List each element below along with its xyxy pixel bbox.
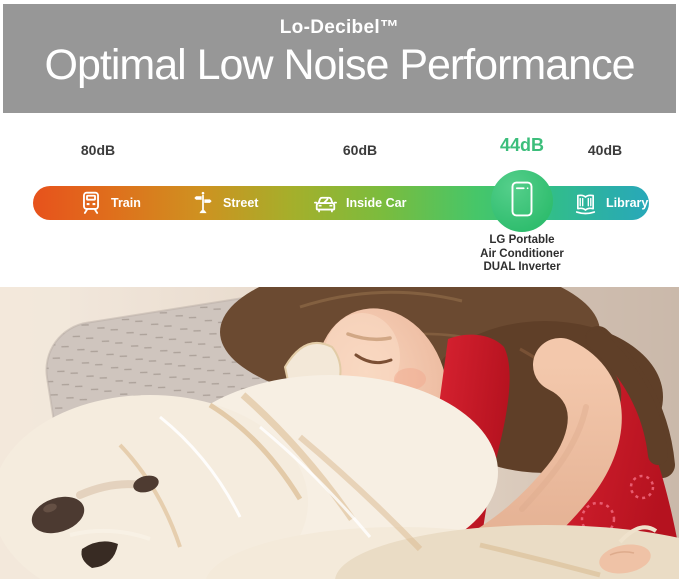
noise-scale-panel: 80dB 60dB 44dB 40dB Train xyxy=(0,113,679,287)
girl-hand xyxy=(599,544,651,574)
train-icon xyxy=(78,190,104,216)
ac-caption: LG Portable Air Conditioner DUAL Inverte… xyxy=(452,234,592,275)
portable-ac-icon xyxy=(509,180,535,223)
db-label-train: 80dB xyxy=(80,142,116,158)
scale-item-label: Library xyxy=(606,196,649,210)
ac-caption-line: LG Portable xyxy=(489,234,555,246)
scale-item-label: Train xyxy=(111,196,141,210)
noise-gradient-bar: Train Street xyxy=(33,186,649,220)
db-label-library: 40dB xyxy=(587,142,623,158)
street-sign-icon xyxy=(190,190,216,216)
ac-caption-line: Air Conditioner xyxy=(480,247,564,260)
header-banner: Lo-Decibel™ Optimal Low Noise Performanc… xyxy=(3,4,676,113)
ac-highlight-circle xyxy=(491,170,553,232)
ac-caption-line: DUAL Inverter xyxy=(483,261,561,273)
db-label-ac-highlight: 44dB xyxy=(499,135,545,155)
lifestyle-photo xyxy=(0,287,679,579)
scale-item-street: Street xyxy=(190,186,258,220)
hair-lock xyxy=(586,329,668,465)
open-book-icon xyxy=(572,190,599,217)
db-label-inside-car: 60dB xyxy=(342,142,378,158)
brand-line: Lo-Decibel™ xyxy=(279,17,400,38)
dog xyxy=(0,342,679,579)
scale-item-label: Street xyxy=(223,196,259,210)
scale-item-train: Train xyxy=(78,186,141,220)
page-title: Optimal Low Noise Performance xyxy=(44,41,636,89)
scale-item-inside-car: Inside Car xyxy=(312,186,406,220)
car-icon xyxy=(312,190,339,217)
scale-item-library: Library xyxy=(572,186,648,220)
scale-item-label: Inside Car xyxy=(346,196,407,210)
